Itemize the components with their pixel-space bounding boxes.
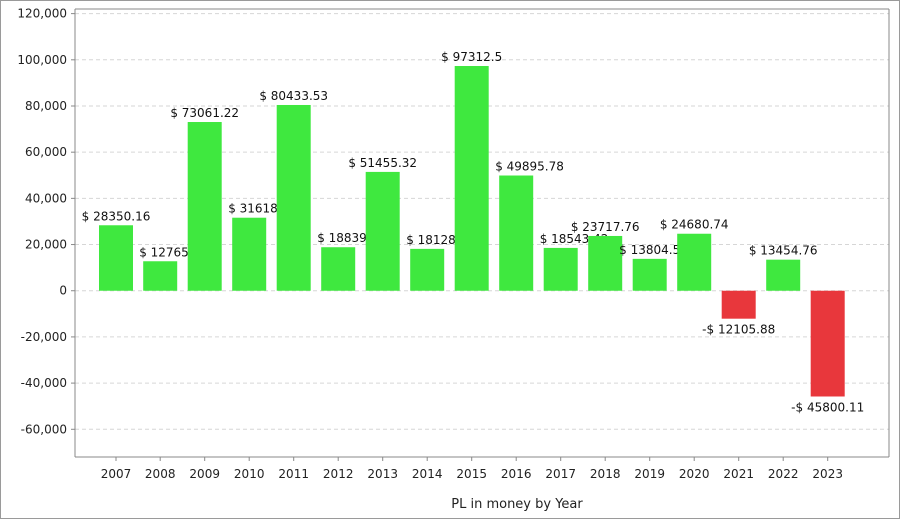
x-tick-label: 2008 (145, 467, 176, 481)
data-label: $ 97312.5 (441, 50, 502, 64)
x-axis-title: PL in money by Year (451, 497, 583, 512)
data-label: -$ 12105.88 (702, 323, 775, 337)
bar (410, 248, 445, 291)
x-tick-label: 2012 (323, 467, 354, 481)
data-label: $ 18839.6 (317, 231, 378, 245)
data-label: $ 12765.0 (139, 245, 200, 259)
bar (276, 104, 311, 291)
y-tick-label: -40,000 (21, 376, 67, 390)
bar (365, 171, 400, 291)
bar (232, 217, 267, 291)
y-tick-label: -20,000 (21, 330, 67, 344)
bar (99, 225, 133, 291)
bar (766, 259, 801, 291)
y-tick-label: 120,000 (17, 7, 67, 21)
y-tick-label: 0 (59, 284, 67, 298)
bar (632, 258, 667, 291)
data-label: $ 18128.6 (406, 233, 467, 247)
bar (543, 247, 578, 291)
data-label: $ 80433.53 (259, 89, 328, 103)
x-tick-label: 2011 (278, 467, 309, 481)
bar (454, 66, 489, 291)
data-label: $ 31618.5 (228, 202, 289, 216)
bar (321, 247, 356, 291)
x-tick-label: 2010 (234, 467, 265, 481)
x-tick-label: 2021 (723, 467, 754, 481)
bar (588, 235, 623, 291)
data-label: $ 23717.76 (571, 220, 640, 234)
bar (143, 261, 178, 291)
x-tick-label: 2013 (367, 467, 398, 481)
y-tick-label: -60,000 (21, 422, 67, 436)
bar (721, 290, 756, 319)
bar (187, 122, 222, 291)
y-tick-label: 40,000 (25, 191, 67, 205)
x-tick-label: 2019 (634, 467, 665, 481)
bar (677, 233, 712, 291)
y-tick-label: 80,000 (25, 99, 67, 113)
x-tick-label: 2017 (545, 467, 576, 481)
x-tick-label: 2009 (189, 467, 220, 481)
x-tick-label: 2007 (101, 467, 132, 481)
bar (499, 175, 534, 291)
y-tick-label: 100,000 (17, 53, 67, 67)
x-tick-label: 2015 (456, 467, 487, 481)
x-tick-label: 2020 (679, 467, 710, 481)
data-label: $ 51455.32 (348, 156, 417, 170)
data-label: $ 49895.78 (495, 160, 564, 174)
data-label: -$ 45800.11 (791, 400, 864, 414)
x-tick-label: 2018 (590, 467, 621, 481)
bar (810, 290, 845, 397)
y-tick-label: 60,000 (25, 145, 67, 159)
x-tick-label: 2023 (812, 467, 843, 481)
x-tick-label: 2014 (412, 467, 443, 481)
y-tick-label: 20,000 (25, 238, 67, 252)
data-label: $ 24680.74 (660, 218, 729, 232)
data-label: $ 13804.5 (619, 243, 680, 257)
data-label: $ 28350.16 (82, 209, 151, 223)
x-tick-label: 2016 (501, 467, 532, 481)
data-label: $ 73061.22 (170, 106, 239, 120)
data-label: $ 13454.76 (749, 244, 818, 258)
x-tick-label: 2022 (768, 467, 799, 481)
